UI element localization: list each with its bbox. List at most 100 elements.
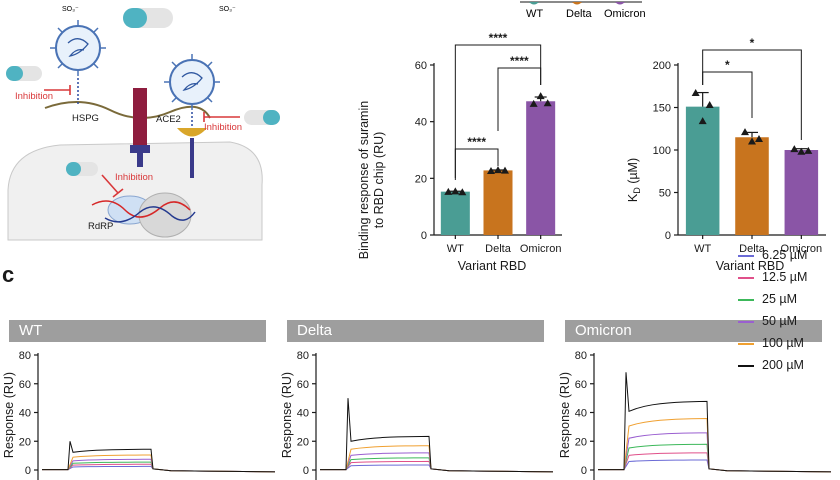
virus-icon <box>164 54 220 110</box>
bar-omicron <box>526 101 556 236</box>
legend-item: 6.25 µM <box>738 248 838 262</box>
y-tick-label: 0 <box>303 465 309 477</box>
y-tick-label: 50 <box>659 188 671 200</box>
data-point <box>804 146 813 154</box>
significance-label: **** <box>510 54 529 68</box>
y-tick-label: 40 <box>415 117 427 129</box>
y-tick-label: 20 <box>415 173 427 185</box>
legend-delta: Delta <box>566 8 593 20</box>
inhibition-label: Inhibition <box>204 122 242 133</box>
legend-label: 50 µM <box>762 314 797 328</box>
y-tick-label: 20 <box>575 436 587 448</box>
data-point <box>748 137 756 145</box>
data-point <box>790 145 799 153</box>
significance-label: **** <box>489 31 508 45</box>
legend-item: 200 µM <box>738 358 838 372</box>
significance-bracket <box>454 44 542 178</box>
data-point <box>529 99 538 107</box>
data-point <box>797 147 806 155</box>
x-tick-label: WT <box>694 243 711 255</box>
y-tick-label: 200 <box>653 60 671 72</box>
capsule-icon <box>244 110 280 125</box>
sensorgram-delta: Response (RU)80 60 40 20 0 <box>280 350 554 480</box>
variant-legend-fragment: WT Delta Omicron <box>520 1 646 20</box>
bar-delta <box>483 170 513 235</box>
y-tick-label: 60 <box>575 379 587 391</box>
data-point <box>698 117 707 125</box>
x-tick-label: Delta <box>485 243 512 255</box>
bar-wt <box>685 106 720 236</box>
data-point <box>705 100 714 108</box>
sensorgram-line <box>320 464 554 473</box>
y-tick-label: 60 <box>297 379 309 391</box>
y-tick-label: 0 <box>665 230 671 242</box>
data-point <box>691 89 700 97</box>
binding-response-bar-chart: Binding response of suramin to RBD chip … <box>357 31 562 273</box>
y-axis-title: Response (RU) <box>2 372 16 458</box>
rdrp-label: RdRP <box>88 221 113 232</box>
legend-item: 50 µM <box>738 314 838 328</box>
legend-item: 25 µM <box>738 292 838 306</box>
inhibition-label: Inhibition <box>15 91 53 102</box>
y-tick-label: 0 <box>421 230 427 242</box>
legend-swatch <box>738 365 754 367</box>
data-point <box>536 92 545 100</box>
data-point <box>451 187 460 195</box>
bar-omicron <box>784 150 819 235</box>
legend-label: 25 µM <box>762 292 797 306</box>
sensorgram-line <box>598 418 832 473</box>
data-point <box>755 134 763 142</box>
cell-body <box>7 141 263 241</box>
y-tick-label: 80 <box>297 350 309 362</box>
legend-label: 100 µM <box>762 336 804 350</box>
sensorgram-wt: Response (RU)80 60 40 20 0 <box>2 350 276 480</box>
sensorgram-line <box>598 432 832 473</box>
y-axis-title: Response (RU) <box>280 372 294 458</box>
legend-omicron: Omicron <box>604 8 646 20</box>
legend-swatch <box>738 343 754 345</box>
hspg-receptor <box>130 88 150 167</box>
x-tick-label: Delta <box>739 243 766 255</box>
x-axis-title: Variant RBD <box>458 259 527 273</box>
data-point <box>444 187 453 195</box>
data-point <box>741 128 749 136</box>
y-tick-label: 60 <box>19 379 31 391</box>
sensorgram-line <box>598 372 832 473</box>
y-axis-title-line2: to RBD chip (RU) <box>372 132 386 229</box>
tab-wt: WT <box>9 320 266 342</box>
data-point <box>543 99 552 107</box>
x-tick-label: WT <box>447 243 464 255</box>
sensorgram-line <box>42 463 276 473</box>
concentration-legend: 6.25 µM 12.5 µM 25 µM 50 µM 100 µM 200 µ… <box>738 248 838 378</box>
ace2-label: ACE2 <box>156 114 181 125</box>
legend-item: 100 µM <box>738 336 838 350</box>
mechanism-schematic: SO₃⁻ SO₃⁻ <box>6 6 280 241</box>
kd-bar-chart: KD (µM) Variant RBD 0 50 100 150 200 WT Delta O… <box>626 36 826 273</box>
y-axis-title: KD (µM) <box>626 158 642 202</box>
sensorgram-line <box>598 443 832 473</box>
y-tick-label: 150 <box>653 103 671 115</box>
bar-wt <box>440 191 470 235</box>
y-tick-label: 40 <box>19 408 31 420</box>
panel-label-c: c <box>2 262 15 287</box>
tab-delta: Delta <box>287 320 544 342</box>
ace2-receptor <box>177 128 207 178</box>
legend-item: 12.5 µM <box>738 270 838 284</box>
y-tick-label: 80 <box>575 350 587 362</box>
data-point <box>458 188 467 196</box>
legend-label: 12.5 µM <box>762 270 808 284</box>
y-tick-label: 40 <box>297 408 309 420</box>
hspg-label: HSPG <box>72 113 99 124</box>
y-tick-label: 20 <box>19 436 31 448</box>
sensorgram-line <box>320 398 554 473</box>
sensorgram-line <box>42 441 276 473</box>
y-tick-label: 80 <box>19 350 31 362</box>
so3-label-right: SO₃⁻ <box>219 6 236 13</box>
capsule-icon <box>6 66 42 81</box>
legend-swatch <box>738 277 754 279</box>
capsule-icon <box>66 162 98 176</box>
significance-label: **** <box>467 135 486 149</box>
sensorgram-line <box>598 459 832 473</box>
y-axis-title: Response (RU) <box>558 372 572 458</box>
legend-label: 200 µM <box>762 358 804 372</box>
